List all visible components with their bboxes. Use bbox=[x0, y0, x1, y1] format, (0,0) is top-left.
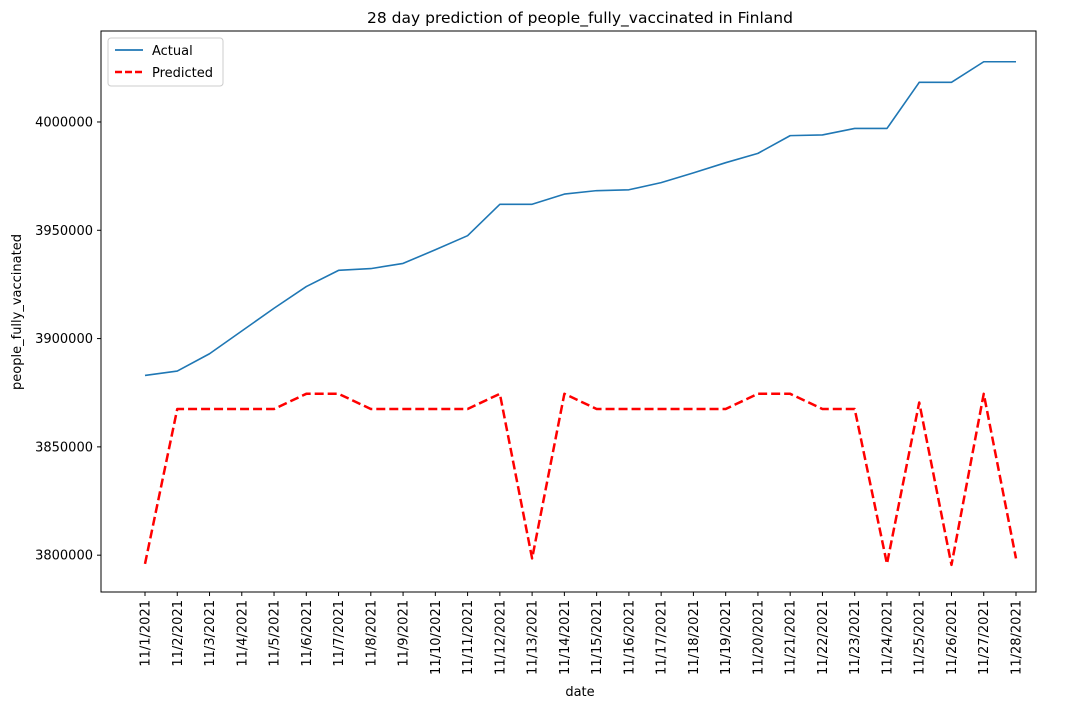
y-tick-label: 3850000 bbox=[35, 440, 93, 455]
x-tick-label: 11/22/2021 bbox=[816, 600, 831, 675]
x-tick-label: 11/10/2021 bbox=[429, 600, 444, 675]
x-tick-label: 11/5/2021 bbox=[268, 600, 283, 667]
x-tick-label: 11/12/2021 bbox=[493, 600, 508, 675]
y-tick-label: 4000000 bbox=[35, 115, 93, 130]
series-line-actual bbox=[144, 60, 1016, 377]
y-tick-label: 3950000 bbox=[35, 224, 93, 239]
x-tick-label: 11/3/2021 bbox=[203, 600, 218, 667]
legend-predicted-label: Predicted bbox=[152, 66, 213, 81]
x-tick-label: 11/18/2021 bbox=[687, 600, 702, 675]
x-tick-label: 11/13/2021 bbox=[526, 600, 541, 675]
x-tick-label: 11/17/2021 bbox=[655, 600, 670, 675]
y-axis-title: people_fully_vaccinated bbox=[10, 234, 25, 390]
x-tick-label: 11/27/2021 bbox=[977, 600, 992, 675]
x-tick-label: 11/25/2021 bbox=[913, 600, 928, 675]
x-tick-label: 11/19/2021 bbox=[719, 600, 734, 675]
x-tick-label: 11/14/2021 bbox=[558, 600, 573, 675]
x-tick-label: 11/9/2021 bbox=[397, 600, 412, 667]
x-tick-label: 11/7/2021 bbox=[332, 600, 347, 667]
chart-title: 28 day prediction of people_fully_vaccin… bbox=[367, 9, 793, 28]
x-tick-label: 11/23/2021 bbox=[848, 600, 863, 675]
y-tick-label: 3900000 bbox=[35, 332, 93, 347]
x-tick-label: 11/21/2021 bbox=[784, 600, 799, 675]
plot-area bbox=[100, 30, 1037, 593]
y-tick-label: 3800000 bbox=[35, 549, 93, 564]
legend-actual-label: Actual bbox=[152, 44, 193, 59]
x-tick-label: 11/4/2021 bbox=[235, 600, 250, 667]
x-tick-label: 11/24/2021 bbox=[880, 600, 895, 675]
x-tick-label: 11/26/2021 bbox=[945, 600, 960, 675]
series-layer bbox=[143, 60, 1018, 567]
x-tick-label: 11/16/2021 bbox=[622, 600, 637, 675]
x-tick-label: 11/6/2021 bbox=[300, 600, 315, 667]
x-axis-title: date bbox=[565, 685, 594, 700]
x-tick-label: 11/28/2021 bbox=[1010, 600, 1025, 675]
x-axis: 11/1/2021 11/2/2021 11/3/2021 11/4/2021 11/5… bbox=[139, 592, 1025, 675]
x-tick-label: 11/1/2021 bbox=[139, 600, 154, 667]
x-tick-label: 11/20/2021 bbox=[751, 600, 766, 675]
y-axis: 3800000 3850000 3900000 3950000 4000000 bbox=[35, 115, 101, 564]
legend: Actual Predicted bbox=[107, 37, 224, 87]
x-tick-label: 11/2/2021 bbox=[171, 600, 186, 667]
x-tick-label: 11/15/2021 bbox=[590, 600, 605, 675]
x-tick-label: 11/11/2021 bbox=[461, 600, 476, 675]
x-tick-label: 11/8/2021 bbox=[364, 600, 379, 667]
